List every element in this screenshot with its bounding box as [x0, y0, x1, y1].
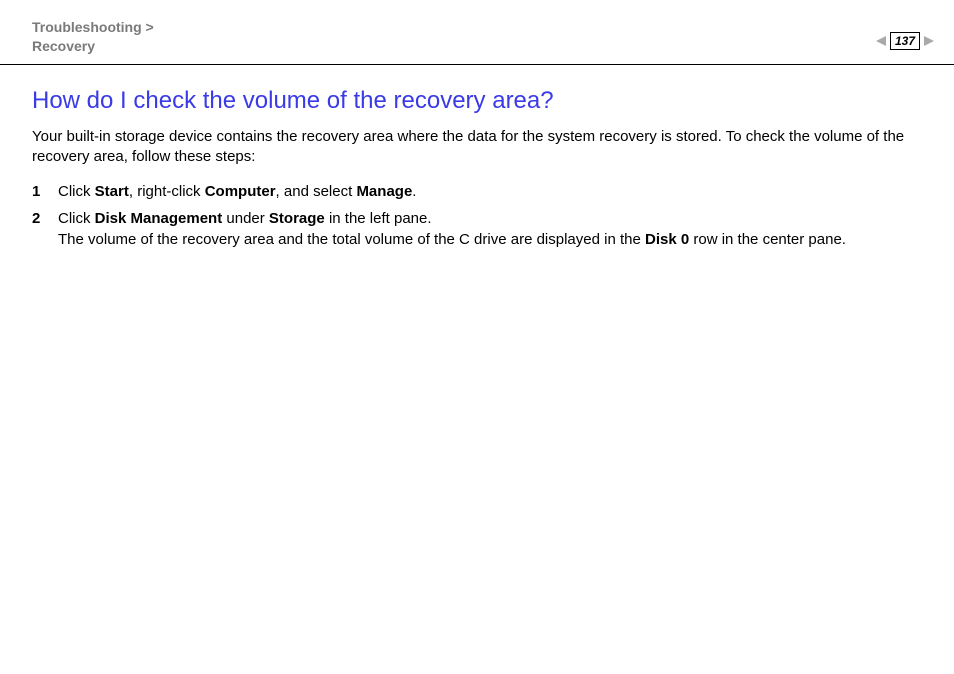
page-number: 137 — [890, 32, 920, 50]
step-text: . — [412, 183, 416, 200]
page-number-nav: 137 — [876, 18, 934, 50]
step-text: , right-click — [129, 183, 205, 200]
breadcrumb-section: Troubleshooting — [32, 19, 142, 35]
step-bold-text: Start — [95, 183, 129, 200]
step-body: Click Disk Management under Storage in t… — [58, 208, 846, 250]
step-item: 2Click Disk Management under Storage in … — [32, 208, 922, 250]
step-bold-text: Computer — [205, 183, 276, 200]
step-item: 1Click Start, right-click Computer, and … — [32, 181, 922, 202]
document-page: Troubleshooting > Recovery 137 How do I … — [0, 0, 954, 674]
step-text: in the left pane. — [325, 210, 432, 227]
step-bold-text: Manage — [356, 183, 412, 200]
step-body: Click Start, right-click Computer, and s… — [58, 181, 416, 202]
step-text: under — [222, 210, 269, 227]
page-title: How do I check the volume of the recover… — [32, 87, 922, 115]
breadcrumb-topic: Recovery — [32, 38, 95, 54]
step-bold-text: Storage — [269, 210, 325, 227]
page-header: Troubleshooting > Recovery 137 — [0, 0, 954, 56]
breadcrumb: Troubleshooting > Recovery — [32, 18, 154, 56]
prev-page-arrow-icon[interactable] — [876, 36, 886, 46]
step-bold-text: Disk 0 — [645, 231, 689, 248]
page-content: How do I check the volume of the recover… — [0, 65, 954, 251]
step-text: Click — [58, 210, 95, 227]
step-number: 1 — [32, 181, 58, 202]
step-number: 2 — [32, 208, 58, 250]
step-text: row in the center pane. — [689, 231, 846, 248]
step-bold-text: Disk Management — [95, 210, 223, 227]
step-text: , and select — [276, 183, 357, 200]
next-page-arrow-icon[interactable] — [924, 36, 934, 46]
step-text: The volume of the recovery area and the … — [58, 231, 645, 248]
intro-paragraph: Your built-in storage device contains th… — [32, 127, 922, 168]
steps-list: 1Click Start, right-click Computer, and … — [32, 181, 922, 250]
step-text: Click — [58, 183, 95, 200]
breadcrumb-separator: > — [146, 19, 154, 35]
